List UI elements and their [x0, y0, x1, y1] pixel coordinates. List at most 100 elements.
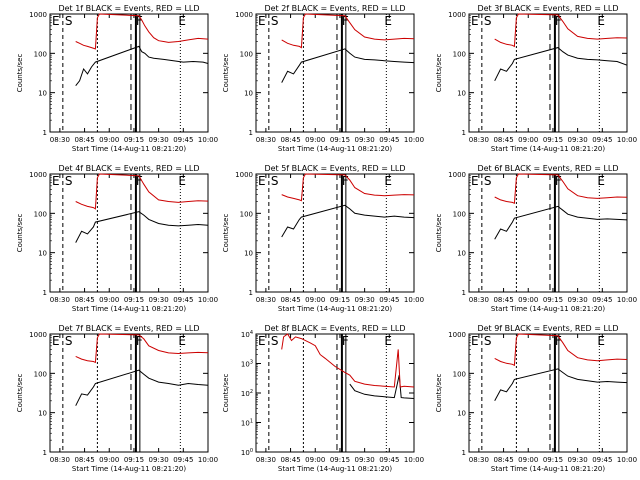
interval-marker-label: F	[342, 334, 349, 348]
x-tick-label: 08:45	[280, 296, 300, 304]
y-axis-label: Counts/sec	[16, 54, 24, 93]
y-tick-label: 100	[241, 448, 253, 457]
x-tick-label: 09:15	[330, 136, 350, 144]
interval-marker-label: E	[597, 174, 605, 188]
x-axis-label: Start Time (14-Aug-11 08:21:20)	[72, 305, 186, 313]
x-tick-label: 09:45	[379, 456, 399, 464]
x-tick-label: 08:45	[74, 456, 94, 464]
y-tick-label: 10	[457, 410, 466, 418]
x-tick-label: 08:30	[256, 296, 276, 304]
x-tick-label: 09:00	[518, 136, 538, 144]
panel-title: Det 4f BLACK = Events, RED = LLD	[58, 164, 199, 173]
series-red-line	[281, 173, 415, 202]
y-tick-label: 1	[462, 129, 466, 137]
x-tick-label: 09:30	[149, 296, 169, 304]
series-black-line	[494, 205, 628, 240]
interval-marker-label: E	[52, 14, 60, 28]
y-tick-label: 100	[34, 210, 47, 218]
y-axis-label: Counts/sec	[222, 374, 230, 413]
y-tick-label: 1	[462, 449, 466, 457]
y-axis-label: Counts/sec	[435, 214, 443, 253]
x-tick-label: 10:00	[404, 136, 424, 144]
series-red-line	[281, 13, 415, 49]
x-axis-label: Start Time (14-Aug-11 08:21:20)	[491, 465, 605, 473]
panel-title: Det 9f BLACK = Events, RED = LLD	[477, 324, 618, 333]
panel-1: Det 1f BLACK = Events, RED = LLD 1 10 100 10…	[16, 4, 218, 153]
y-tick-label: 1	[249, 129, 253, 137]
x-tick-label: 09:30	[355, 136, 375, 144]
interval-marker-label: F	[136, 334, 143, 348]
y-tick-label: 1000	[235, 171, 253, 179]
x-tick-label: 09:45	[592, 456, 612, 464]
x-tick-label: 09:15	[330, 456, 350, 464]
y-tick-label: 10	[38, 250, 47, 258]
interval-marker-label: S	[271, 174, 279, 188]
x-tick-label: 09:00	[99, 136, 119, 144]
x-tick-label: 09:00	[518, 456, 538, 464]
series-red-line	[494, 13, 628, 48]
panel-6: Det 6f BLACK = Events, RED = LLD 1 10 100 10…	[435, 164, 637, 313]
x-tick-label: 10:00	[198, 296, 218, 304]
y-tick-label: 1000	[235, 11, 253, 19]
x-tick-label: 08:45	[493, 136, 513, 144]
x-tick-label: 08:45	[74, 296, 94, 304]
x-tick-label: 09:00	[99, 296, 119, 304]
x-tick-label: 09:00	[305, 456, 325, 464]
x-axis-label: Start Time (14-Aug-11 08:21:20)	[72, 465, 186, 473]
y-axis-label: Counts/sec	[435, 54, 443, 93]
interval-marker-label: S	[271, 14, 279, 28]
panel-title: Det 8f BLACK = Events, RED = LLD	[264, 324, 405, 333]
x-tick-label: 10:00	[617, 136, 637, 144]
series-black-line	[75, 211, 209, 243]
series-black-line	[494, 368, 628, 402]
x-tick-label: 10:00	[198, 136, 218, 144]
x-tick-label: 09:30	[355, 296, 375, 304]
panel-4: Det 4f BLACK = Events, RED = LLD 1 10 100 10…	[16, 164, 218, 313]
panel-title: Det 1f BLACK = Events, RED = LLD	[58, 4, 199, 13]
x-tick-label: 09:15	[124, 296, 144, 304]
panel-title: Det 3f BLACK = Events, RED = LLD	[477, 4, 618, 13]
series-red-line	[75, 333, 209, 364]
interval-marker-label: S	[484, 174, 492, 188]
panel-5: Det 5f BLACK = Events, RED = LLD 1 10 100 10…	[222, 164, 424, 313]
interval-marker-label: E	[471, 174, 479, 188]
panel-7: Det 7f BLACK = Events, RED = LLD 1 10 100 10…	[16, 324, 218, 473]
panel-2: Det 2f BLACK = Events, RED = LLD 1 10 100 10…	[222, 4, 424, 153]
x-tick-label: 09:30	[149, 456, 169, 464]
y-axis-label: Counts/sec	[222, 54, 230, 93]
interval-marker-label: F	[555, 334, 562, 348]
y-tick-label: 1000	[448, 11, 466, 19]
y-tick-label: 10	[38, 410, 47, 418]
x-tick-label: 09:00	[305, 296, 325, 304]
interval-marker-label: E	[471, 334, 479, 348]
panel-title: Det 2f BLACK = Events, RED = LLD	[264, 4, 405, 13]
interval-marker-label: F	[136, 174, 143, 188]
x-tick-label: 09:30	[568, 296, 588, 304]
interval-marker-label: E	[597, 334, 605, 348]
plot-frame	[49, 13, 209, 133]
plot-frame	[255, 13, 415, 133]
x-axis-label: Start Time (14-Aug-11 08:21:20)	[278, 465, 392, 473]
series-red-line	[75, 13, 209, 50]
x-tick-label: 10:00	[404, 456, 424, 464]
x-tick-label: 09:15	[543, 296, 563, 304]
interval-marker-label: E	[258, 174, 266, 188]
y-tick-label: 1	[43, 449, 47, 457]
y-axis-label: Counts/sec	[16, 374, 24, 413]
x-tick-label: 08:45	[280, 456, 300, 464]
interval-marker-label: F	[555, 14, 562, 28]
y-tick-label: 10	[457, 90, 466, 98]
x-tick-label: 08:30	[50, 136, 70, 144]
interval-marker-label: E	[52, 334, 60, 348]
series-black-line	[281, 48, 415, 83]
interval-marker-label: E	[384, 174, 392, 188]
y-tick-label: 10	[457, 250, 466, 258]
y-tick-label: 102	[241, 389, 253, 398]
series-red-line	[494, 173, 628, 205]
x-tick-label: 08:30	[256, 136, 276, 144]
y-tick-label: 1	[43, 129, 47, 137]
x-tick-label: 08:45	[493, 456, 513, 464]
y-tick-label: 1	[43, 289, 47, 297]
panel-title: Det 6f BLACK = Events, RED = LLD	[477, 164, 618, 173]
plot-frame	[49, 173, 209, 293]
